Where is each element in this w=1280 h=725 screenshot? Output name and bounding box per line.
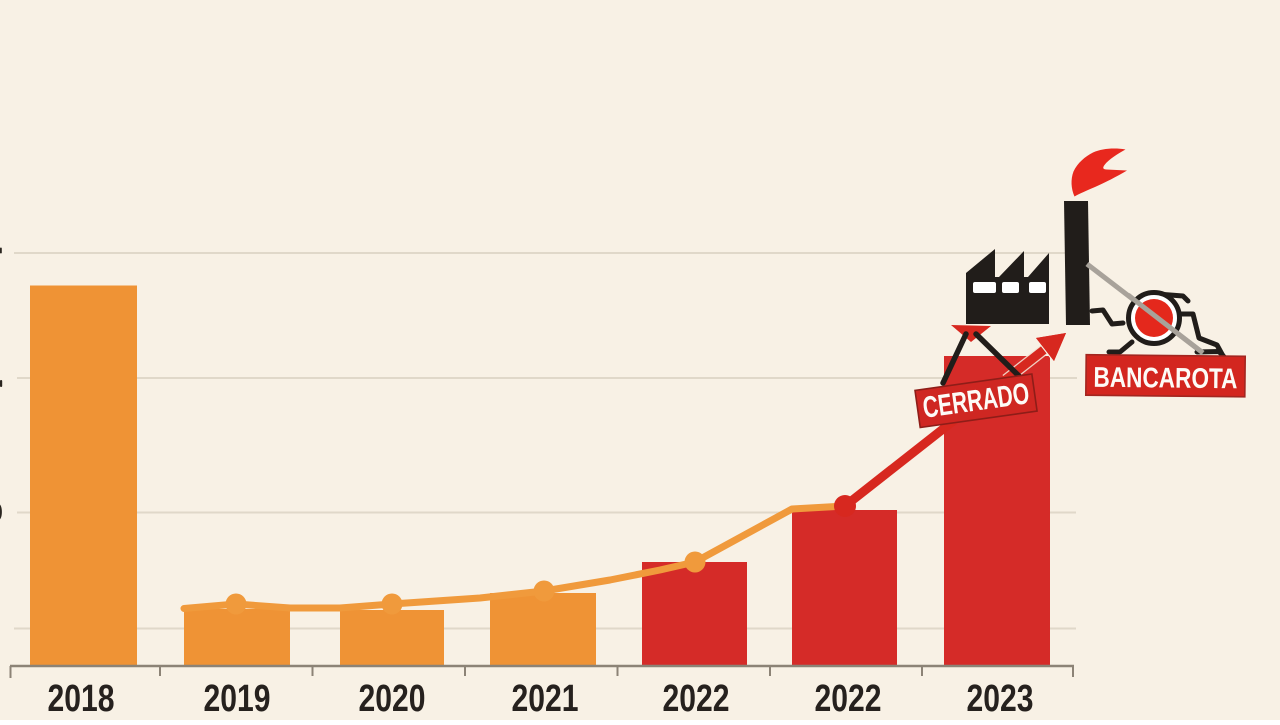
- svg-text:2023: 2023: [967, 678, 1034, 720]
- svg-text:2022: 2022: [815, 678, 882, 720]
- svg-text:2020: 2020: [359, 678, 426, 720]
- svg-text:2018: 2018: [48, 678, 115, 720]
- svg-text:0: 0: [0, 497, 3, 527]
- svg-text:2021: 2021: [512, 678, 579, 720]
- svg-text:2022: 2022: [663, 678, 730, 720]
- svg-text:BANCAROTA: BANCAROTA: [1093, 362, 1237, 396]
- svg-text:2019: 2019: [204, 678, 271, 720]
